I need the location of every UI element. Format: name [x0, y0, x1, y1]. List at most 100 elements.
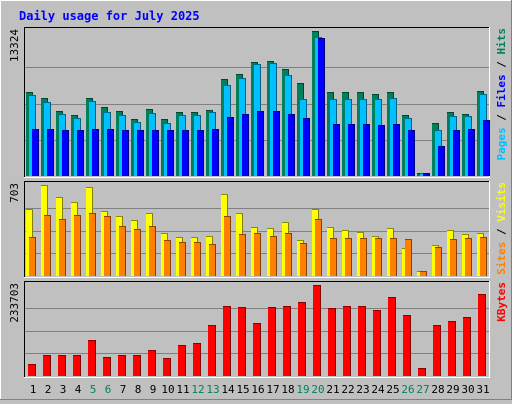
bar-body: [118, 355, 126, 376]
bar-body: [388, 297, 396, 376]
bar-kbytes-10: [163, 358, 171, 376]
bar-body: [104, 216, 111, 276]
bar-body: [303, 118, 310, 176]
bar-pages-18: [288, 114, 295, 176]
bar-body: [208, 325, 216, 376]
bar-shadow-top: [393, 124, 400, 125]
bar-pages-23: [363, 124, 370, 176]
bar-sites-22: [345, 238, 352, 276]
bar-shadow-top: [328, 308, 336, 309]
bar-shadow-top: [58, 355, 66, 356]
bar-body: [315, 219, 322, 276]
bar-kbytes-25: [388, 297, 396, 376]
bar-shadow: [125, 355, 126, 376]
bar-shadow: [426, 271, 427, 276]
bar-shadow-top: [270, 63, 277, 64]
bar-shadow-top: [480, 237, 487, 238]
bar-body: [348, 124, 355, 176]
bar-shadow-top: [236, 213, 243, 214]
bar-shadow-top: [390, 98, 397, 99]
bar-kbytes-3: [58, 355, 66, 376]
bar-body: [318, 38, 325, 176]
bar-sites-12: [194, 242, 201, 276]
bar-body: [438, 146, 445, 176]
bar-shadow: [155, 350, 156, 376]
bar-shadow: [290, 306, 291, 376]
bar-shadow-top: [88, 340, 96, 341]
bar-shadow: [414, 130, 415, 176]
bar-shadow: [456, 239, 457, 276]
bar-shadow-top: [360, 238, 367, 239]
bar-shadow: [410, 315, 411, 376]
bar-shadow-top: [74, 118, 81, 119]
bar-kbytes-8: [133, 355, 141, 376]
bar-body: [373, 310, 381, 376]
bar-shadow-top: [375, 238, 382, 239]
bar-shadow: [399, 124, 400, 176]
bar-shadow: [35, 364, 36, 376]
bar-shadow-top: [56, 111, 63, 112]
bar-body: [405, 239, 412, 276]
bar-shadow: [350, 306, 351, 376]
bar-shadow-top: [254, 233, 261, 234]
bar-sites-6: [104, 216, 111, 276]
bar-shadow: [65, 355, 66, 376]
bar-pages-20: [318, 38, 325, 176]
bar-shadow-top: [257, 111, 264, 112]
x-tick-label: 10: [161, 383, 174, 396]
bar-pages-13: [212, 129, 219, 176]
bar-body: [194, 242, 201, 276]
bar-body: [358, 306, 366, 376]
x-tick-label: 21: [326, 383, 339, 396]
bar-shadow-top: [208, 325, 216, 326]
bar-shadow-top: [327, 92, 334, 93]
bar-kbytes-21: [328, 308, 336, 376]
legend-entry: /: [495, 108, 508, 128]
bar-shadow: [230, 306, 231, 376]
bar-shadow-top: [283, 306, 291, 307]
bar-kbytes-20: [313, 285, 321, 376]
bar-shadow-top: [405, 118, 412, 119]
x-tick-label: 26: [401, 383, 414, 396]
bar-shadow-top: [448, 321, 456, 322]
bar-shadow-top: [101, 107, 108, 108]
bar-kbytes-19: [298, 302, 306, 376]
y-max-label: 13324: [8, 29, 21, 62]
bar-sites-29: [450, 239, 457, 276]
bar-body: [73, 355, 81, 376]
bar-shadow: [173, 130, 174, 176]
bar-body: [88, 340, 96, 376]
bar-shadow: [68, 130, 69, 176]
bar-pages-1: [32, 129, 39, 176]
bar-shadow: [489, 120, 490, 176]
bar-body: [32, 129, 39, 176]
bar-body: [242, 114, 249, 176]
legend: Sites / Visits: [495, 182, 508, 275]
bar-body: [149, 226, 156, 276]
bar-pages-24: [378, 125, 385, 176]
bar-body: [28, 364, 36, 376]
bar-shadow-top: [118, 355, 126, 356]
bar-shadow-top: [348, 124, 355, 125]
bar-kbytes-31: [478, 294, 486, 376]
bar-body: [238, 307, 246, 376]
bar-shadow: [245, 307, 246, 376]
bar-shadow: [80, 215, 81, 276]
bar-body: [390, 238, 397, 276]
bar-shadow-top: [134, 122, 141, 123]
bar-pages-21: [333, 124, 340, 176]
series-sites: [29, 213, 487, 276]
x-tick-label: 6: [105, 383, 112, 396]
bar-body: [163, 358, 171, 376]
bar-shadow-top: [345, 238, 352, 239]
bar-shadow-top: [285, 233, 292, 234]
bar-sites-26: [405, 239, 412, 276]
bar-shadow-top: [357, 232, 364, 233]
bar-shadow-top: [315, 219, 322, 220]
bar-shadow-top: [146, 213, 153, 214]
bar-body: [178, 345, 186, 376]
bar-body: [268, 307, 276, 376]
bar-body: [463, 317, 471, 376]
bar-shadow-top: [134, 229, 141, 230]
